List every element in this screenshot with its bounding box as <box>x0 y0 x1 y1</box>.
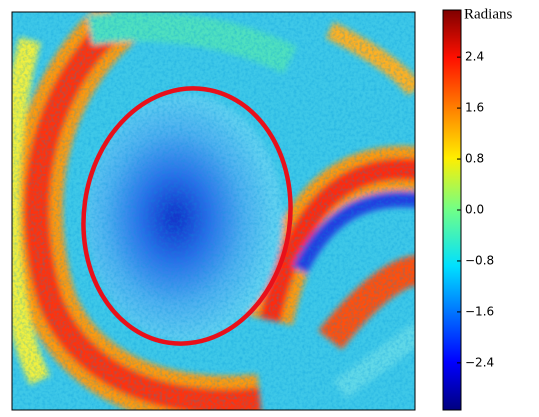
tick-label: −2.4 <box>465 355 494 369</box>
tick-label: 0.0 <box>465 203 484 217</box>
image-frame <box>11 11 416 411</box>
tick-label: −0.8 <box>465 253 494 267</box>
tick-label: 1.6 <box>465 101 484 115</box>
tick-label: −1.6 <box>465 304 494 318</box>
tick-label: 2.4 <box>465 50 484 64</box>
phase-image <box>12 12 415 410</box>
colorbar-label: Radians <box>464 6 512 22</box>
tick-label: 0.8 <box>465 152 484 166</box>
